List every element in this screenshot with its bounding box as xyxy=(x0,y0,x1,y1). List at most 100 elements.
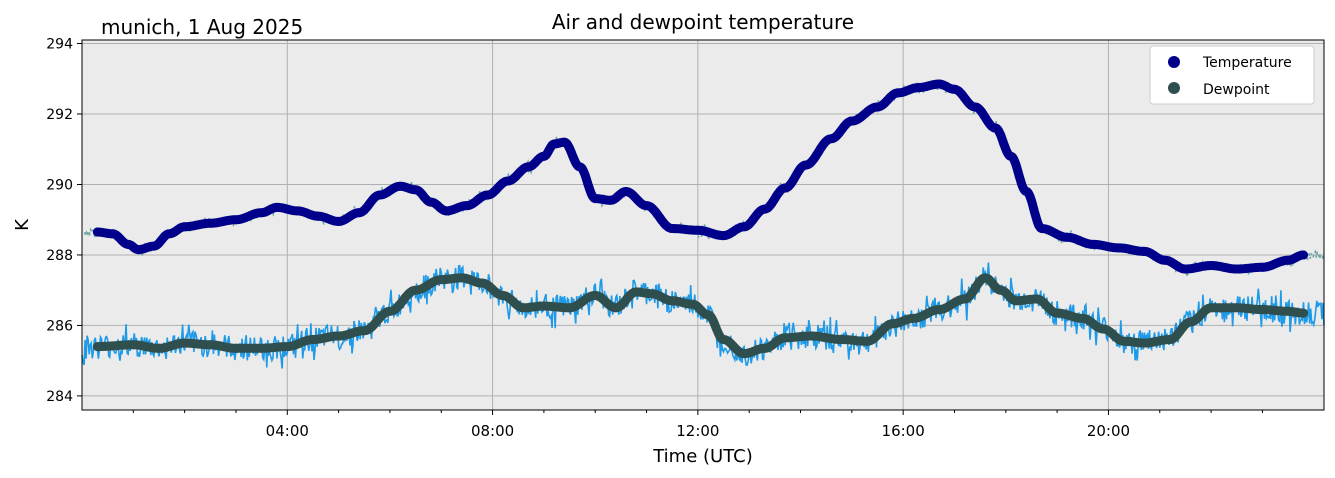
dewpoint-point xyxy=(231,343,241,353)
dewpoint-point xyxy=(518,303,528,313)
temperature-point xyxy=(395,181,405,191)
x-tick-label: 12:00 xyxy=(676,422,719,440)
x-tick-label: 20:00 xyxy=(1087,422,1130,440)
dewpoint-point xyxy=(611,303,621,313)
dewpoint-point xyxy=(1232,303,1242,313)
y-tick-label: 294 xyxy=(46,37,73,53)
temperature-point xyxy=(334,217,344,226)
temperature-point xyxy=(313,211,323,221)
dewpoint-point xyxy=(1098,324,1108,334)
dewpoint-point xyxy=(980,273,990,283)
dewpoint-point xyxy=(385,306,395,316)
temperature-point xyxy=(441,206,451,216)
temperature-point xyxy=(719,231,728,241)
dewpoint-point xyxy=(128,340,138,350)
dewpoint-point xyxy=(565,303,575,313)
dewpoint-point xyxy=(647,289,657,299)
dewpoint-point xyxy=(888,319,898,329)
temperature-point xyxy=(92,227,102,237)
temperature-point xyxy=(1232,264,1242,274)
temperature-point xyxy=(1299,250,1308,260)
temperature-point xyxy=(893,88,903,98)
y-tick-label: 286 xyxy=(46,318,73,334)
temperature-point xyxy=(354,208,364,218)
dewpoint-point xyxy=(1032,294,1042,304)
dewpoint-point xyxy=(334,331,344,341)
temperature-point xyxy=(1180,264,1190,274)
temperature-point xyxy=(621,187,631,196)
temperature-point xyxy=(1006,151,1016,161)
dewpoint-point xyxy=(411,285,421,295)
temperature-point xyxy=(642,201,651,211)
temperature-point xyxy=(739,222,749,232)
legend: Temperature Dewpoint xyxy=(1149,45,1315,105)
dewpoint-point xyxy=(1078,313,1088,323)
temperature-point xyxy=(1283,255,1293,265)
y-tick-label: 292 xyxy=(46,107,73,123)
series-layer xyxy=(92,79,1308,359)
temperature-point xyxy=(164,229,174,239)
y-axis: 284 286 288 290 292 294 xyxy=(46,37,82,405)
temperature-point xyxy=(539,151,549,161)
temperature-point xyxy=(970,102,980,112)
temperature-point xyxy=(257,208,267,218)
dewpoint-point xyxy=(498,291,508,300)
temperature-point xyxy=(1088,239,1098,249)
grid xyxy=(82,40,1324,410)
temperature-point xyxy=(272,202,282,212)
dewpoint-point xyxy=(359,326,369,336)
temperature-point xyxy=(1257,262,1267,272)
legend-label-temperature: Temperature xyxy=(1202,55,1292,71)
temperature-point xyxy=(482,190,492,200)
temperature-point xyxy=(801,160,811,170)
dewpoint-point xyxy=(257,343,267,353)
temperature-point xyxy=(108,229,118,239)
temperature-point xyxy=(411,185,421,195)
location-label: munich, 1 Aug 2025 xyxy=(101,15,303,39)
temperature-point xyxy=(205,218,215,228)
dewpoint-point xyxy=(960,294,970,304)
temperature-point xyxy=(606,195,616,205)
legend-label-dewpoint: Dewpoint xyxy=(1203,82,1270,98)
temperature-point xyxy=(693,225,703,235)
temperature-point xyxy=(847,116,857,126)
temperature-point xyxy=(760,204,770,214)
dewpoint-point xyxy=(837,335,847,344)
temperature-point xyxy=(826,134,836,144)
temperature-point xyxy=(1037,224,1047,233)
x-axis-label: Time (UTC) xyxy=(652,446,753,467)
dewpoint-point xyxy=(703,310,713,320)
dewpoint-point xyxy=(719,335,728,344)
temperature-point xyxy=(914,83,924,93)
chart-title: Air and dewpoint temperature xyxy=(552,10,854,34)
dewpoint-point xyxy=(806,331,816,341)
dewpoint-point xyxy=(1052,308,1062,318)
temperature-point xyxy=(1206,261,1216,270)
dewpoint-point xyxy=(180,338,190,348)
temperature-point xyxy=(991,123,1000,133)
dewpoint-point xyxy=(1257,305,1267,315)
temperature-point xyxy=(134,245,143,255)
temperature-point xyxy=(1062,232,1072,242)
dewpoint-point xyxy=(1186,317,1196,327)
legend-marker-temperature xyxy=(1168,56,1180,68)
legend-box xyxy=(1149,45,1315,105)
temperature-point xyxy=(1139,246,1149,256)
dewpoint-point xyxy=(862,336,872,346)
dewpoint-point xyxy=(908,313,918,323)
temperature-point xyxy=(780,183,790,193)
dewpoint-point xyxy=(1139,338,1149,348)
temperature-point xyxy=(873,102,882,112)
dewpoint-point xyxy=(1283,306,1293,316)
x-tick-label: 04:00 xyxy=(266,422,309,440)
y-tick-label: 284 xyxy=(46,389,73,405)
temperature-point xyxy=(149,241,159,251)
y-tick-label: 288 xyxy=(46,248,73,264)
dewpoint-point xyxy=(688,299,698,309)
dewpoint-point xyxy=(436,275,446,285)
dewpoint-point xyxy=(780,333,790,343)
y-tick-label: 290 xyxy=(46,177,73,193)
dewpoint-point xyxy=(934,305,944,315)
temperature-point xyxy=(950,84,959,94)
